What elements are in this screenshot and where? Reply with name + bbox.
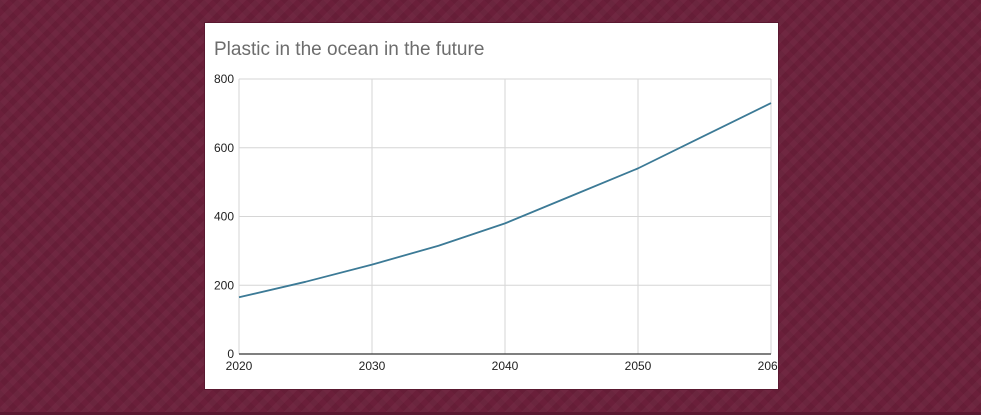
y-tick-label: 600	[214, 141, 234, 155]
x-tick-label: 2030	[359, 359, 386, 373]
series	[238, 102, 772, 299]
x-tick-label: 2060	[758, 359, 779, 373]
x-tick-label: 2020	[226, 359, 253, 373]
chart-card: Plastic in the ocean in the future 0 200 4…	[204, 22, 779, 390]
x-tick-label: 2040	[492, 359, 519, 373]
line-chart: 0 200 400 600 800 2020 2030 2040 2050 2060	[214, 72, 779, 373]
y-tick-label: 0	[227, 347, 234, 361]
page-bottom-border	[0, 412, 981, 415]
chart-title: Plastic in the ocean in the future	[214, 39, 485, 60]
x-tick-label: 2050	[625, 359, 652, 373]
y-tick-label: 200	[214, 278, 234, 292]
y-tick-label: 400	[214, 210, 234, 224]
y-tick-label: 800	[214, 72, 234, 86]
grid-lines	[238, 78, 772, 354]
tick-labels: 0 200 400 600 800 2020 2030 2040 2050 2060	[214, 72, 779, 373]
